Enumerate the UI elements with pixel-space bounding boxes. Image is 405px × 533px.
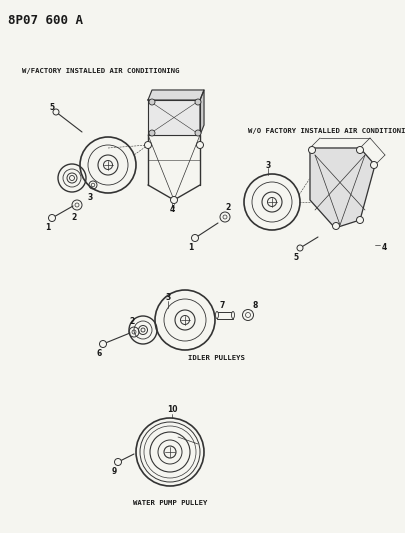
Text: WATER PUMP PULLEY: WATER PUMP PULLEY bbox=[133, 500, 207, 506]
Circle shape bbox=[149, 130, 155, 136]
Circle shape bbox=[195, 130, 201, 136]
Polygon shape bbox=[148, 100, 200, 135]
Text: 7: 7 bbox=[220, 301, 225, 310]
Circle shape bbox=[309, 147, 315, 154]
Text: W/FACTORY INSTALLED AIR CONDITIONING: W/FACTORY INSTALLED AIR CONDITIONING bbox=[22, 68, 179, 74]
Circle shape bbox=[371, 161, 377, 168]
Ellipse shape bbox=[215, 311, 219, 319]
Text: 2: 2 bbox=[225, 204, 230, 213]
Circle shape bbox=[145, 141, 151, 149]
Circle shape bbox=[356, 147, 364, 154]
Circle shape bbox=[356, 216, 364, 223]
Circle shape bbox=[297, 245, 303, 251]
Bar bbox=[217, 311, 233, 319]
Text: IDLER PULLEYS: IDLER PULLEYS bbox=[188, 355, 245, 361]
Text: 3: 3 bbox=[165, 294, 171, 303]
Text: 5: 5 bbox=[49, 103, 55, 112]
Polygon shape bbox=[310, 148, 375, 228]
Circle shape bbox=[53, 109, 59, 115]
Circle shape bbox=[115, 458, 122, 465]
Text: 10: 10 bbox=[167, 406, 177, 415]
Text: 4: 4 bbox=[382, 244, 387, 253]
Circle shape bbox=[192, 235, 198, 241]
Text: 3: 3 bbox=[87, 192, 93, 201]
Circle shape bbox=[49, 214, 55, 222]
Circle shape bbox=[149, 99, 155, 105]
Text: 1: 1 bbox=[188, 244, 194, 253]
Text: W/O FACTORY INSTALLED AIR CONDITIONING: W/O FACTORY INSTALLED AIR CONDITIONING bbox=[248, 128, 405, 134]
Circle shape bbox=[333, 222, 339, 230]
Text: 8: 8 bbox=[252, 301, 258, 310]
Circle shape bbox=[100, 341, 107, 348]
Text: 1: 1 bbox=[45, 223, 51, 232]
Text: 6: 6 bbox=[96, 349, 102, 358]
Circle shape bbox=[195, 99, 201, 105]
Text: 9: 9 bbox=[111, 466, 117, 475]
Text: 8P07 600 A: 8P07 600 A bbox=[8, 14, 83, 27]
Polygon shape bbox=[148, 90, 204, 100]
Ellipse shape bbox=[232, 311, 234, 319]
Text: 5: 5 bbox=[294, 253, 298, 262]
Text: 2: 2 bbox=[129, 317, 134, 326]
Circle shape bbox=[196, 141, 203, 149]
Text: 3: 3 bbox=[265, 160, 271, 169]
Text: 2: 2 bbox=[71, 213, 77, 222]
Text: 4: 4 bbox=[169, 206, 175, 214]
Circle shape bbox=[171, 197, 177, 204]
Polygon shape bbox=[200, 90, 204, 135]
